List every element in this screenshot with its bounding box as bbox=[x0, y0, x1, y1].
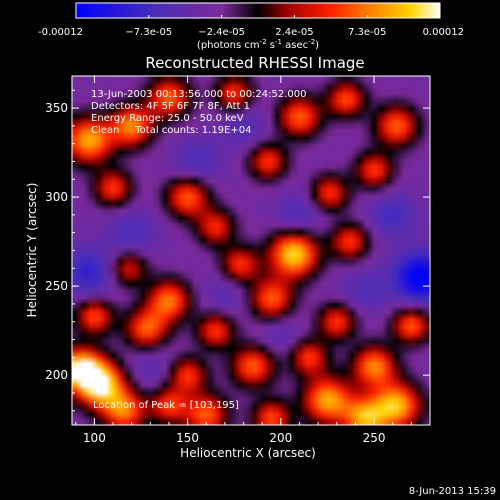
y-tick-label: 300 bbox=[45, 190, 68, 204]
x-tick-label: 250 bbox=[363, 431, 386, 445]
x-axis-label: Heliocentric X (arcsec) bbox=[180, 446, 316, 460]
heatmap-image bbox=[72, 76, 430, 425]
x-tick-label: 100 bbox=[83, 431, 106, 445]
colorbar-tick-label: −7.3e-05 bbox=[125, 27, 172, 38]
colorbar-tick-label: −2.4e-05 bbox=[198, 27, 245, 38]
colorbar-tick-label: 2.4e-05 bbox=[275, 27, 313, 38]
colorbar-label: (photons cm-2 s-1 asec-2) bbox=[197, 38, 319, 51]
axis-ticks: 100 150 200 250 200 250 300 350 bbox=[45, 76, 431, 445]
detectors-annotation: Detectors: 4F 5F 6F 7F 8F, Att 1 bbox=[91, 101, 250, 112]
x-tick-label: 200 bbox=[269, 431, 292, 445]
footer-timestamp: 8-Jun-2013 15:39 bbox=[409, 486, 496, 497]
colorbar bbox=[75, 2, 441, 19]
colorbar-tick-label: -0.00012 bbox=[38, 27, 83, 38]
y-tick-label: 200 bbox=[45, 368, 68, 382]
y-tick-label: 250 bbox=[45, 279, 68, 293]
time-range-annotation: 13-Jun-2003 00:13:56.000 to 00:24:52.000 bbox=[91, 89, 307, 100]
y-axis-label: Heliocentric Y (arcsec) bbox=[25, 183, 39, 318]
clean-counts-annotation: Clean Total counts: 1.19E+04 bbox=[91, 125, 251, 136]
colorbar-tick-label: 7.3e-05 bbox=[348, 27, 386, 38]
peak-location-annotation: Location of Peak = [103,195] bbox=[93, 400, 239, 411]
x-tick-label: 150 bbox=[176, 431, 199, 445]
colorbar-tick-label: 0.00012 bbox=[423, 27, 464, 38]
chart-title: Reconstructed RHESSI Image bbox=[145, 54, 364, 72]
colorbar-ticks: -0.00012 −7.3e-05 −2.4e-05 2.4e-05 7.3e-05 0.… bbox=[38, 15, 464, 38]
y-tick-label: 350 bbox=[45, 101, 68, 115]
energy-range-annotation: Energy Range: 25.0 - 50.0 keV bbox=[91, 113, 244, 124]
